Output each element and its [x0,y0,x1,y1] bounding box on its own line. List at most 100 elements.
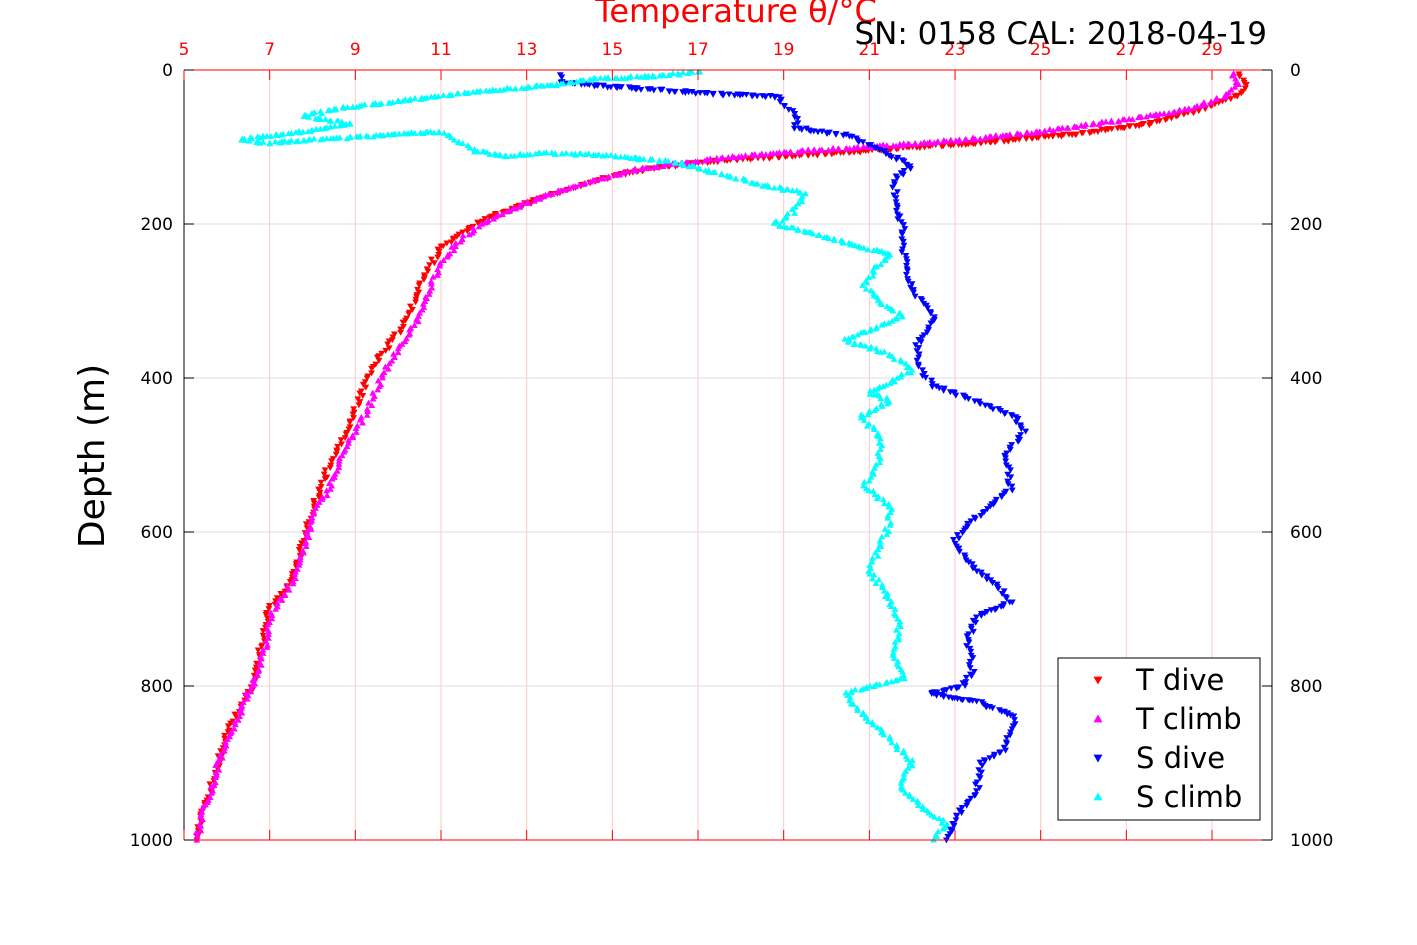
data-point-s-climb [334,117,342,124]
data-point-t-dive [337,437,345,444]
serial-cal-label: SN: 0158 CAL: 2018-04-19 [855,16,1268,52]
data-point-t-dive [368,365,375,372]
data-point-s-climb [531,83,539,90]
data-point-t-dive [382,347,390,354]
data-point-t-climb [247,688,255,695]
data-point-t-dive [828,151,836,158]
data-point-t-climb [244,692,252,699]
data-point-s-climb [742,177,750,184]
data-point-t-dive [224,723,232,730]
data-point-s-climb [878,301,886,307]
depth-tick-label-right: 800 [1290,677,1322,697]
data-point-s-dive [940,694,948,700]
data-point-s-dive [1008,483,1016,490]
data-point-t-dive [221,732,229,739]
data-point-s-dive [989,406,997,413]
data-point-s-climb [874,724,881,731]
data-point-s-climb [869,272,877,279]
legend-marker-s-dive [1093,754,1103,763]
data-point-t-climb [713,156,721,163]
data-point-t-dive [384,341,392,348]
data-point-s-dive [891,181,898,188]
data-point-s-climb [884,595,892,601]
data-point-t-climb [394,349,402,356]
legend-markers [1093,676,1103,801]
data-point-s-dive [696,90,704,97]
data-point-t-climb [335,457,343,464]
data-point-t-dive [262,612,270,619]
data-point-t-dive [253,660,260,667]
data-point-s-climb [783,224,791,231]
data-point-t-dive [342,431,350,438]
data-point-s-dive [970,628,977,635]
data-point-t-dive [206,781,214,788]
data-point-t-climb [197,822,205,829]
data-point-s-climb [868,558,876,565]
data-point-t-dive [264,615,271,622]
data-point-t-climb [192,829,200,836]
data-point-s-climb [394,97,402,104]
data-point-s-climb [901,789,909,796]
data-point-t-dive [321,467,329,474]
data-point-s-dive [987,607,995,614]
data-point-s-climb [791,209,799,216]
data-point-t-climb [596,175,604,182]
data-point-t-climb [384,365,392,372]
data-point-s-climb [336,122,344,129]
data-point-t-dive [1114,125,1122,132]
data-point-s-climb [857,686,865,693]
data-point-s-dive [818,128,826,135]
data-point-s-dive [915,351,923,358]
data-point-s-dive [892,199,900,206]
data-point-s-climb [322,115,330,122]
data-point-s-dive [989,705,996,712]
data-point-s-dive [967,795,975,802]
data-point-s-climb [877,395,885,402]
data-point-s-climb [851,242,859,249]
data-point-s-dive [1002,455,1009,462]
data-point-t-dive [1086,130,1094,137]
data-point-s-climb [860,482,868,489]
data-point-s-climb [664,157,672,164]
data-point-s-dive [607,84,615,91]
data-point-t-climb [962,136,970,143]
data-point-t-climb [735,153,743,160]
data-point-s-climb [641,72,649,79]
data-point-t-climb [638,166,645,172]
data-point-s-climb [919,805,927,812]
data-point-s-climb [870,292,878,299]
data-point-t-climb [825,146,832,153]
data-point-s-dive [898,249,906,256]
data-point-s-climb [875,576,883,583]
data-point-t-dive [302,521,310,528]
data-point-s-climb [259,138,267,145]
data-point-t-dive [1243,81,1250,88]
data-point-s-climb [805,229,813,236]
data-point-s-climb [551,150,559,157]
data-point-s-dive [911,293,919,300]
data-point-t-dive [1029,135,1036,142]
data-point-s-climb [576,77,584,84]
data-point-t-dive [315,494,323,501]
data-point-s-dive [990,501,997,508]
data-point-t-climb [336,455,343,461]
data-point-s-climb [317,115,324,122]
data-point-t-climb [1055,125,1063,132]
data-point-t-dive [766,155,774,162]
data-point-s-dive [977,513,985,519]
data-point-t-dive [254,647,262,654]
data-point-s-climb [318,110,326,117]
data-point-t-climb [1181,105,1189,112]
data-point-s-climb [895,636,903,643]
data-point-s-dive [900,222,908,229]
data-point-s-dive [902,252,910,259]
data-point-s-climb [655,158,663,165]
data-point-t-climb [208,789,216,796]
temperature-tick-label: 17 [687,40,709,60]
data-point-t-climb [1227,86,1235,93]
data-point-s-dive [637,86,645,93]
data-point-t-climb [427,280,435,287]
data-point-s-climb [872,549,879,556]
data-point-s-dive [1008,726,1016,733]
data-point-s-dive [1001,411,1008,417]
